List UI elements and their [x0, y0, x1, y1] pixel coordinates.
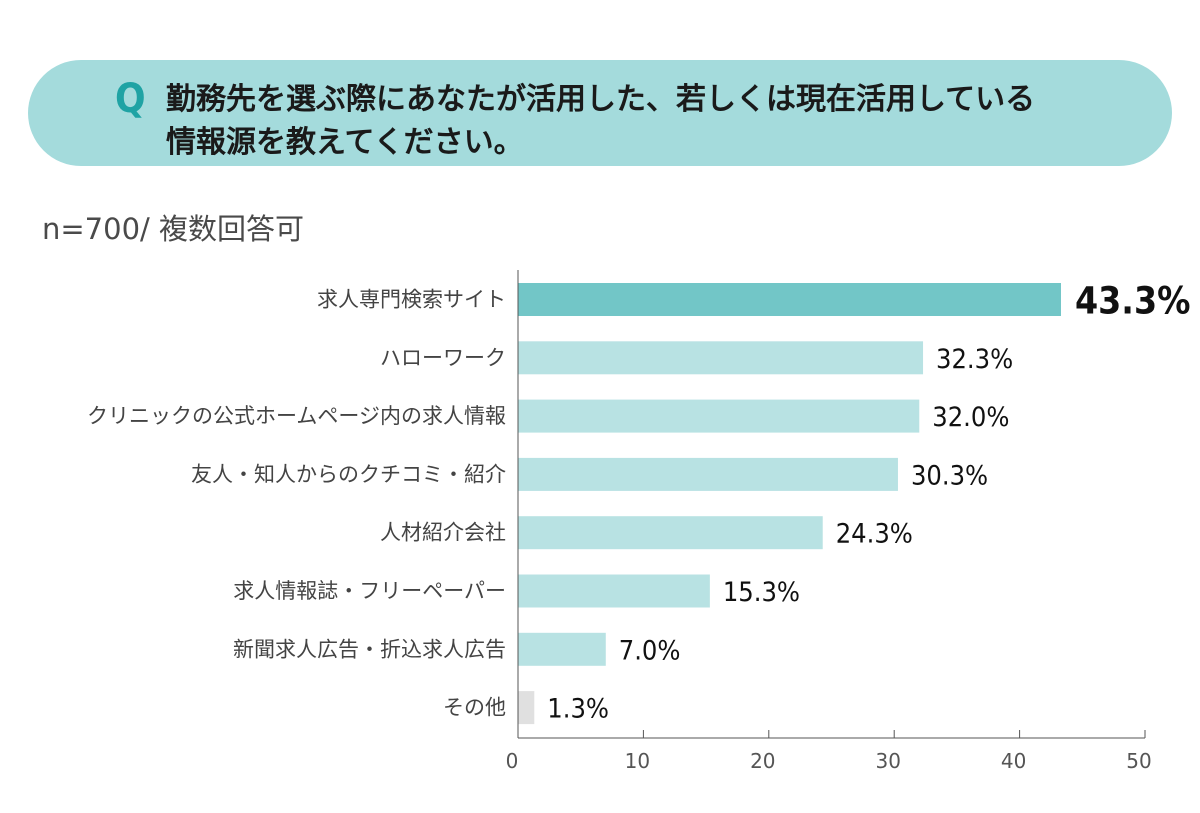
category-label: クリニックの公式ホームページ内の求人情報 [87, 404, 506, 428]
bar [518, 341, 924, 375]
question-banner [28, 60, 1172, 166]
value-label: 43.3% [1075, 280, 1190, 323]
bar [518, 574, 710, 608]
bar [518, 457, 898, 491]
question-text-line-1: 勤務先を選ぶ際にあなたが活用した、若しくは現在活用している [166, 82, 1036, 117]
bar [518, 691, 535, 725]
bar [518, 516, 823, 550]
x-tick-label: 20 [750, 749, 775, 773]
x-tick-label: 10 [625, 749, 650, 773]
bar [518, 283, 1061, 316]
category-label: 人材紹介会社 [380, 521, 506, 545]
x-tick-label: 40 [1001, 749, 1026, 773]
value-label: 32.3% [936, 344, 1013, 375]
category-label: ハローワーク [380, 346, 506, 370]
question-text-line-2: 情報源を教えてください。 [166, 125, 524, 160]
category-label: 友人・知人からのクチコミ・紹介 [191, 462, 506, 486]
category-label: 新聞求人広告・折込求人広告 [233, 637, 506, 661]
value-label: 1.3% [547, 694, 609, 725]
category-label: 求人専門検索サイト [317, 288, 506, 312]
value-label: 15.3% [723, 577, 800, 608]
category-label: その他 [443, 696, 506, 720]
value-label: 30.3% [911, 460, 988, 491]
bar [518, 399, 920, 433]
question-mark: Q [115, 76, 146, 122]
value-label: 32.0% [932, 402, 1009, 433]
x-tick-label: 30 [875, 749, 900, 773]
sample-note: n=700/ 複数回答可 [42, 212, 305, 246]
value-label: 7.0% [619, 635, 681, 666]
x-tick-label: 50 [1126, 749, 1151, 773]
bar [518, 632, 606, 666]
value-label: 24.3% [836, 519, 913, 550]
category-label: 求人情報誌・フリーペーパー [233, 579, 506, 603]
x-tick-label: 0 [506, 749, 519, 773]
